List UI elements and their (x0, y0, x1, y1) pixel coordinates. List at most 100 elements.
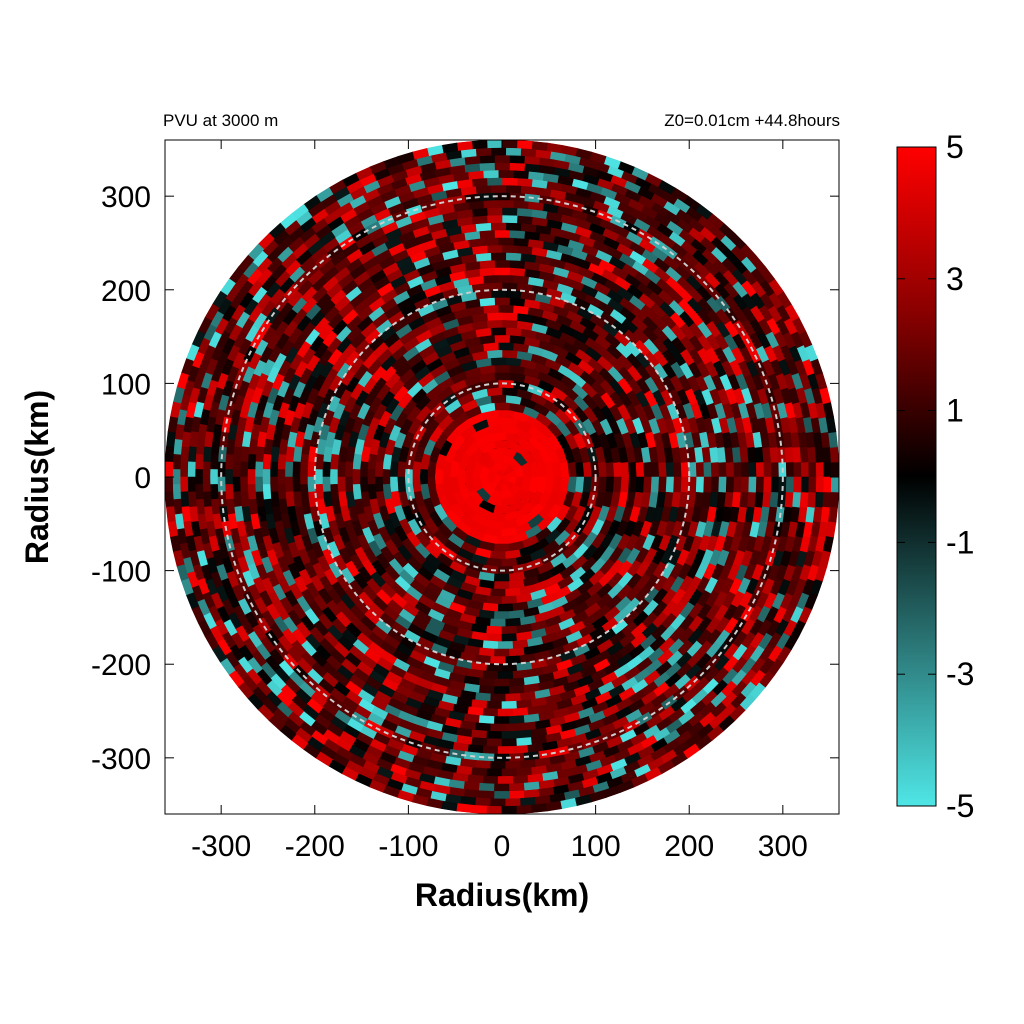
y-axis-ticks: 300 200 100 0 -100 -200 -300 (91, 181, 839, 776)
field-cell (475, 797, 492, 807)
field-cell (478, 162, 495, 172)
field-cell (830, 476, 839, 493)
field-cell (497, 341, 514, 351)
field-cell (494, 716, 510, 725)
field-cell (799, 491, 810, 508)
field-cell (497, 746, 514, 755)
chart-title-left: PVU at 3000 m (163, 111, 278, 130)
x-tick-label: -300 (191, 830, 251, 863)
field-cell (482, 640, 499, 650)
field-cell (650, 461, 660, 478)
field-cell (262, 484, 272, 501)
field-cell (489, 550, 507, 560)
field-cell (718, 476, 728, 493)
field-cell (497, 237, 514, 246)
y-tick-label: 100 (101, 368, 151, 401)
colorbar-tick-label: -5 (946, 788, 974, 824)
field-cell (497, 409, 515, 419)
field-cell (494, 229, 510, 238)
field-cell (509, 715, 526, 725)
field-cell (658, 461, 668, 478)
field-cell (329, 469, 338, 485)
field-cell (419, 468, 428, 486)
field-cell (823, 476, 832, 493)
field-cell (493, 267, 511, 276)
field-cell (493, 402, 511, 411)
field-cell (770, 461, 780, 478)
field-cell (389, 476, 399, 493)
y-tick-label: 0 (134, 462, 151, 495)
field-cell (490, 798, 507, 807)
field-cell (494, 791, 510, 800)
field-cell (823, 461, 832, 478)
field-cell (763, 461, 772, 478)
field-cell (490, 588, 507, 598)
field-cell (493, 334, 511, 343)
field-cell (807, 446, 817, 463)
field-cell (382, 468, 391, 486)
field-cell (494, 259, 510, 268)
field-cell (497, 274, 514, 283)
field-cell (374, 461, 384, 478)
field-cell (509, 162, 526, 172)
field-cell (799, 446, 810, 463)
field-cell (643, 461, 653, 478)
field-cell (486, 738, 503, 747)
field-cell (493, 543, 511, 552)
field-cell (501, 319, 518, 329)
field-cell (740, 461, 750, 478)
field-cell (494, 154, 510, 163)
field-cell (224, 484, 234, 501)
field-cell (166, 506, 176, 523)
x-tick-label: 100 (571, 830, 621, 863)
field-cell (490, 723, 507, 732)
field-cell (478, 677, 495, 687)
field-cell (501, 349, 518, 359)
field-cell (493, 573, 511, 582)
field-cell (247, 453, 257, 470)
field-cell (512, 199, 529, 209)
field-cell (277, 483, 287, 501)
field-cell (770, 476, 780, 493)
field-cell (531, 141, 548, 151)
field-cell (359, 476, 369, 493)
field-cell (321, 461, 331, 478)
field-cell (695, 461, 705, 478)
field-cell (482, 745, 499, 755)
field-cell (755, 476, 765, 493)
field-cell (493, 611, 511, 620)
field-cell (505, 760, 522, 770)
field-cell (605, 461, 615, 478)
field-cell (232, 476, 241, 493)
field-cell (269, 476, 279, 493)
field-cell (202, 461, 211, 478)
field-cell (512, 745, 529, 755)
field-cell (269, 461, 279, 478)
field-cell (486, 311, 503, 321)
field-cell (815, 461, 825, 478)
field-cell (501, 625, 518, 635)
field-cell (695, 476, 705, 493)
field-cell (620, 461, 630, 478)
field-cell (497, 708, 514, 717)
field-cell (209, 469, 218, 485)
field-cell (471, 804, 488, 814)
field-cell (344, 476, 354, 493)
field-cell (165, 476, 174, 493)
field-cell (187, 476, 196, 493)
field-cell (490, 618, 507, 628)
field-cell (277, 453, 287, 471)
colorbar-ticks: 5 3 1 -1 -3 -5 (897, 129, 974, 824)
field-cell (508, 259, 526, 269)
colorbar-tick-label: -1 (946, 524, 974, 560)
field-cell (497, 641, 514, 650)
field-cell (336, 461, 346, 478)
field-cell (493, 678, 511, 687)
field-cell (784, 446, 795, 463)
field-cell (497, 304, 514, 313)
field-cell (478, 782, 495, 792)
field-cell (822, 491, 832, 508)
field-cell (822, 446, 832, 463)
x-axis-label: Radius(km) (415, 877, 589, 913)
